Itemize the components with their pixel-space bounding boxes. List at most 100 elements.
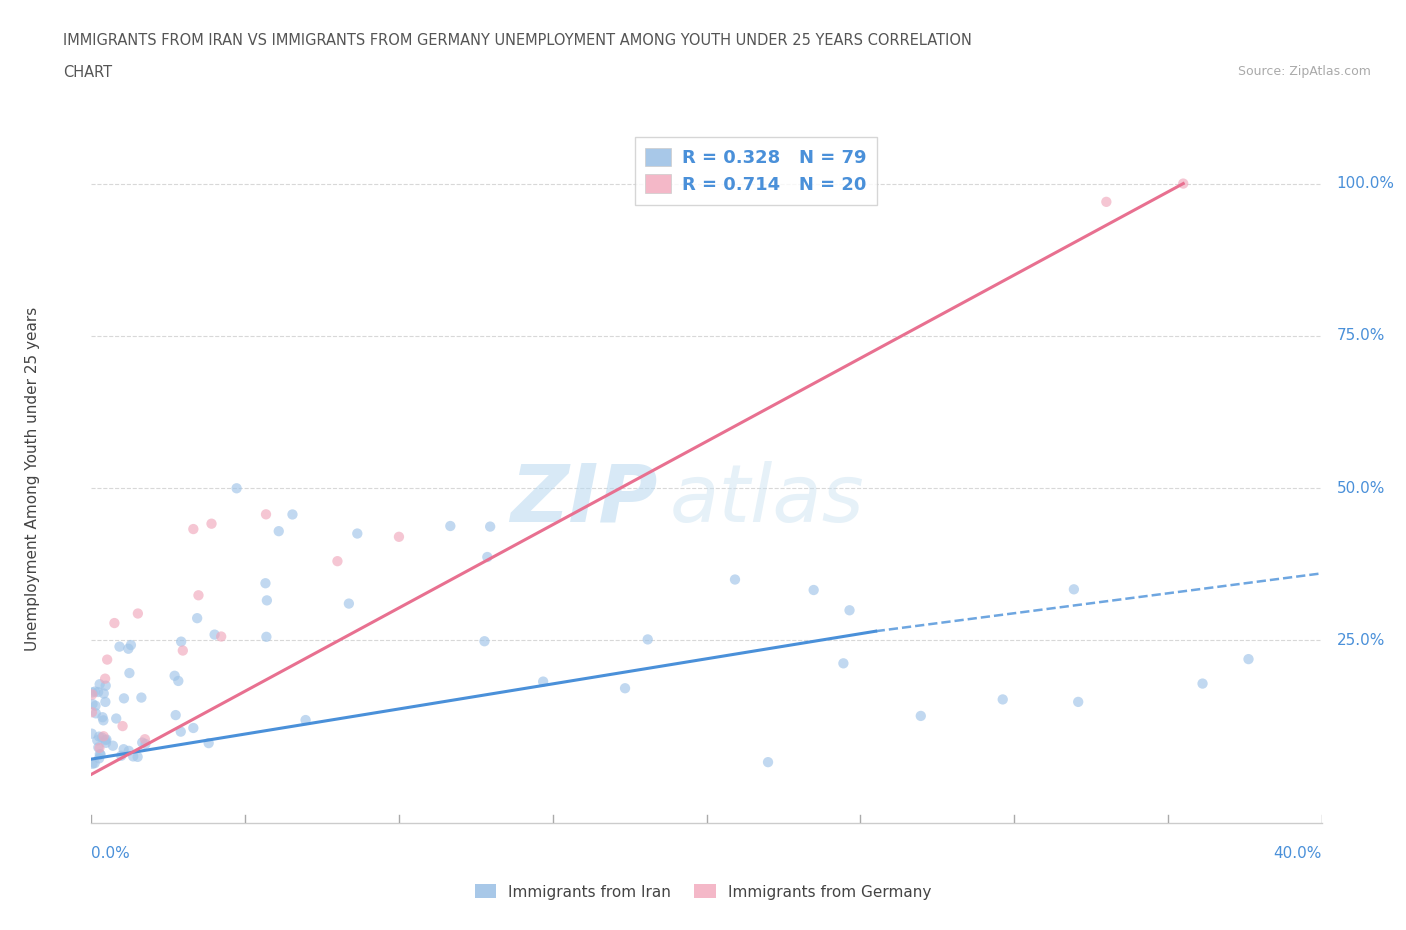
Point [82, 687, 104, 702]
Text: IMMIGRANTS FROM IRAN VS IMMIGRANTS FROM GERMANY UNEMPLOYMENT AMONG YOUTH UNDER 2: IMMIGRANTS FROM IRAN VS IMMIGRANTS FROM … [63, 33, 972, 47]
Legend: Immigrants from Iran, Immigrants from Germany: Immigrants from Iran, Immigrants from Ge… [468, 878, 938, 906]
Point [724, 572, 747, 587]
Point [183, 522, 205, 537]
Point [80, 726, 103, 741]
Point [96, 732, 118, 747]
Point [1191, 676, 1213, 691]
Point [84, 706, 107, 721]
Point [93, 686, 115, 701]
Point [254, 630, 277, 644]
Point [477, 550, 499, 565]
Point [87, 751, 110, 765]
Point [267, 524, 290, 538]
Point [127, 606, 149, 621]
Text: Unemployment Among Youth under 25 years: Unemployment Among Youth under 25 years [25, 307, 39, 651]
Text: ZIP: ZIP [510, 460, 657, 538]
Point [204, 627, 226, 642]
Point [439, 519, 461, 534]
Point [94, 678, 117, 693]
Text: atlas: atlas [669, 460, 865, 538]
Point [103, 616, 125, 631]
Point [1095, 194, 1118, 209]
Point [105, 711, 128, 726]
Point [82, 685, 104, 700]
Point [134, 737, 156, 751]
Point [1173, 176, 1195, 191]
Point [832, 656, 855, 671]
Point [134, 732, 156, 747]
Point [87, 684, 110, 699]
Point [90, 730, 112, 745]
Point [183, 721, 205, 736]
Point [170, 724, 193, 739]
Text: 0.0%: 0.0% [91, 846, 131, 861]
Point [82, 697, 104, 711]
Point [94, 671, 117, 686]
Point [117, 642, 139, 657]
Text: 75.0%: 75.0% [1336, 328, 1385, 343]
Point [83, 756, 105, 771]
Point [614, 681, 637, 696]
Point [337, 596, 360, 611]
Point [122, 749, 145, 764]
Point [94, 733, 117, 748]
Point [84, 698, 107, 713]
Point [118, 666, 141, 681]
Point [131, 735, 153, 750]
Point [94, 695, 117, 710]
Point [225, 481, 247, 496]
Point [209, 629, 232, 644]
Point [84, 684, 107, 699]
Point [165, 708, 187, 723]
Point [172, 644, 194, 658]
Point [991, 692, 1014, 707]
Point [94, 736, 117, 751]
Point [474, 634, 496, 649]
Point [96, 652, 118, 667]
Text: CHART: CHART [63, 65, 112, 80]
Point [756, 755, 779, 770]
Point [1063, 582, 1085, 597]
Point [87, 729, 110, 744]
Point [120, 638, 142, 653]
Point [112, 691, 135, 706]
Point [86, 733, 108, 748]
Point [131, 690, 153, 705]
Point [89, 740, 111, 755]
Point [93, 729, 115, 744]
Point [197, 736, 219, 751]
Point [163, 669, 186, 684]
Point [637, 632, 659, 647]
Point [256, 593, 278, 608]
Point [346, 526, 368, 541]
Point [87, 740, 110, 755]
Point [118, 743, 141, 758]
Text: 25.0%: 25.0% [1336, 632, 1385, 648]
Point [281, 507, 304, 522]
Point [1067, 695, 1090, 710]
Text: 100.0%: 100.0% [1336, 176, 1395, 191]
Point [112, 742, 135, 757]
Point [479, 519, 502, 534]
Point [186, 611, 208, 626]
Point [93, 713, 115, 728]
Point [89, 677, 111, 692]
Point [108, 639, 131, 654]
Point [254, 576, 277, 591]
Point [90, 747, 112, 762]
Point [110, 749, 132, 764]
Point [254, 507, 277, 522]
Point [80, 705, 103, 720]
Point [1237, 652, 1260, 667]
Point [531, 674, 554, 689]
Point [170, 634, 193, 649]
Point [803, 582, 825, 597]
Point [187, 588, 209, 603]
Text: Source: ZipAtlas.com: Source: ZipAtlas.com [1237, 65, 1371, 78]
Point [294, 712, 316, 727]
Point [91, 710, 114, 724]
Point [167, 673, 190, 688]
Text: 50.0%: 50.0% [1336, 481, 1385, 496]
Point [200, 516, 222, 531]
Point [82, 756, 104, 771]
